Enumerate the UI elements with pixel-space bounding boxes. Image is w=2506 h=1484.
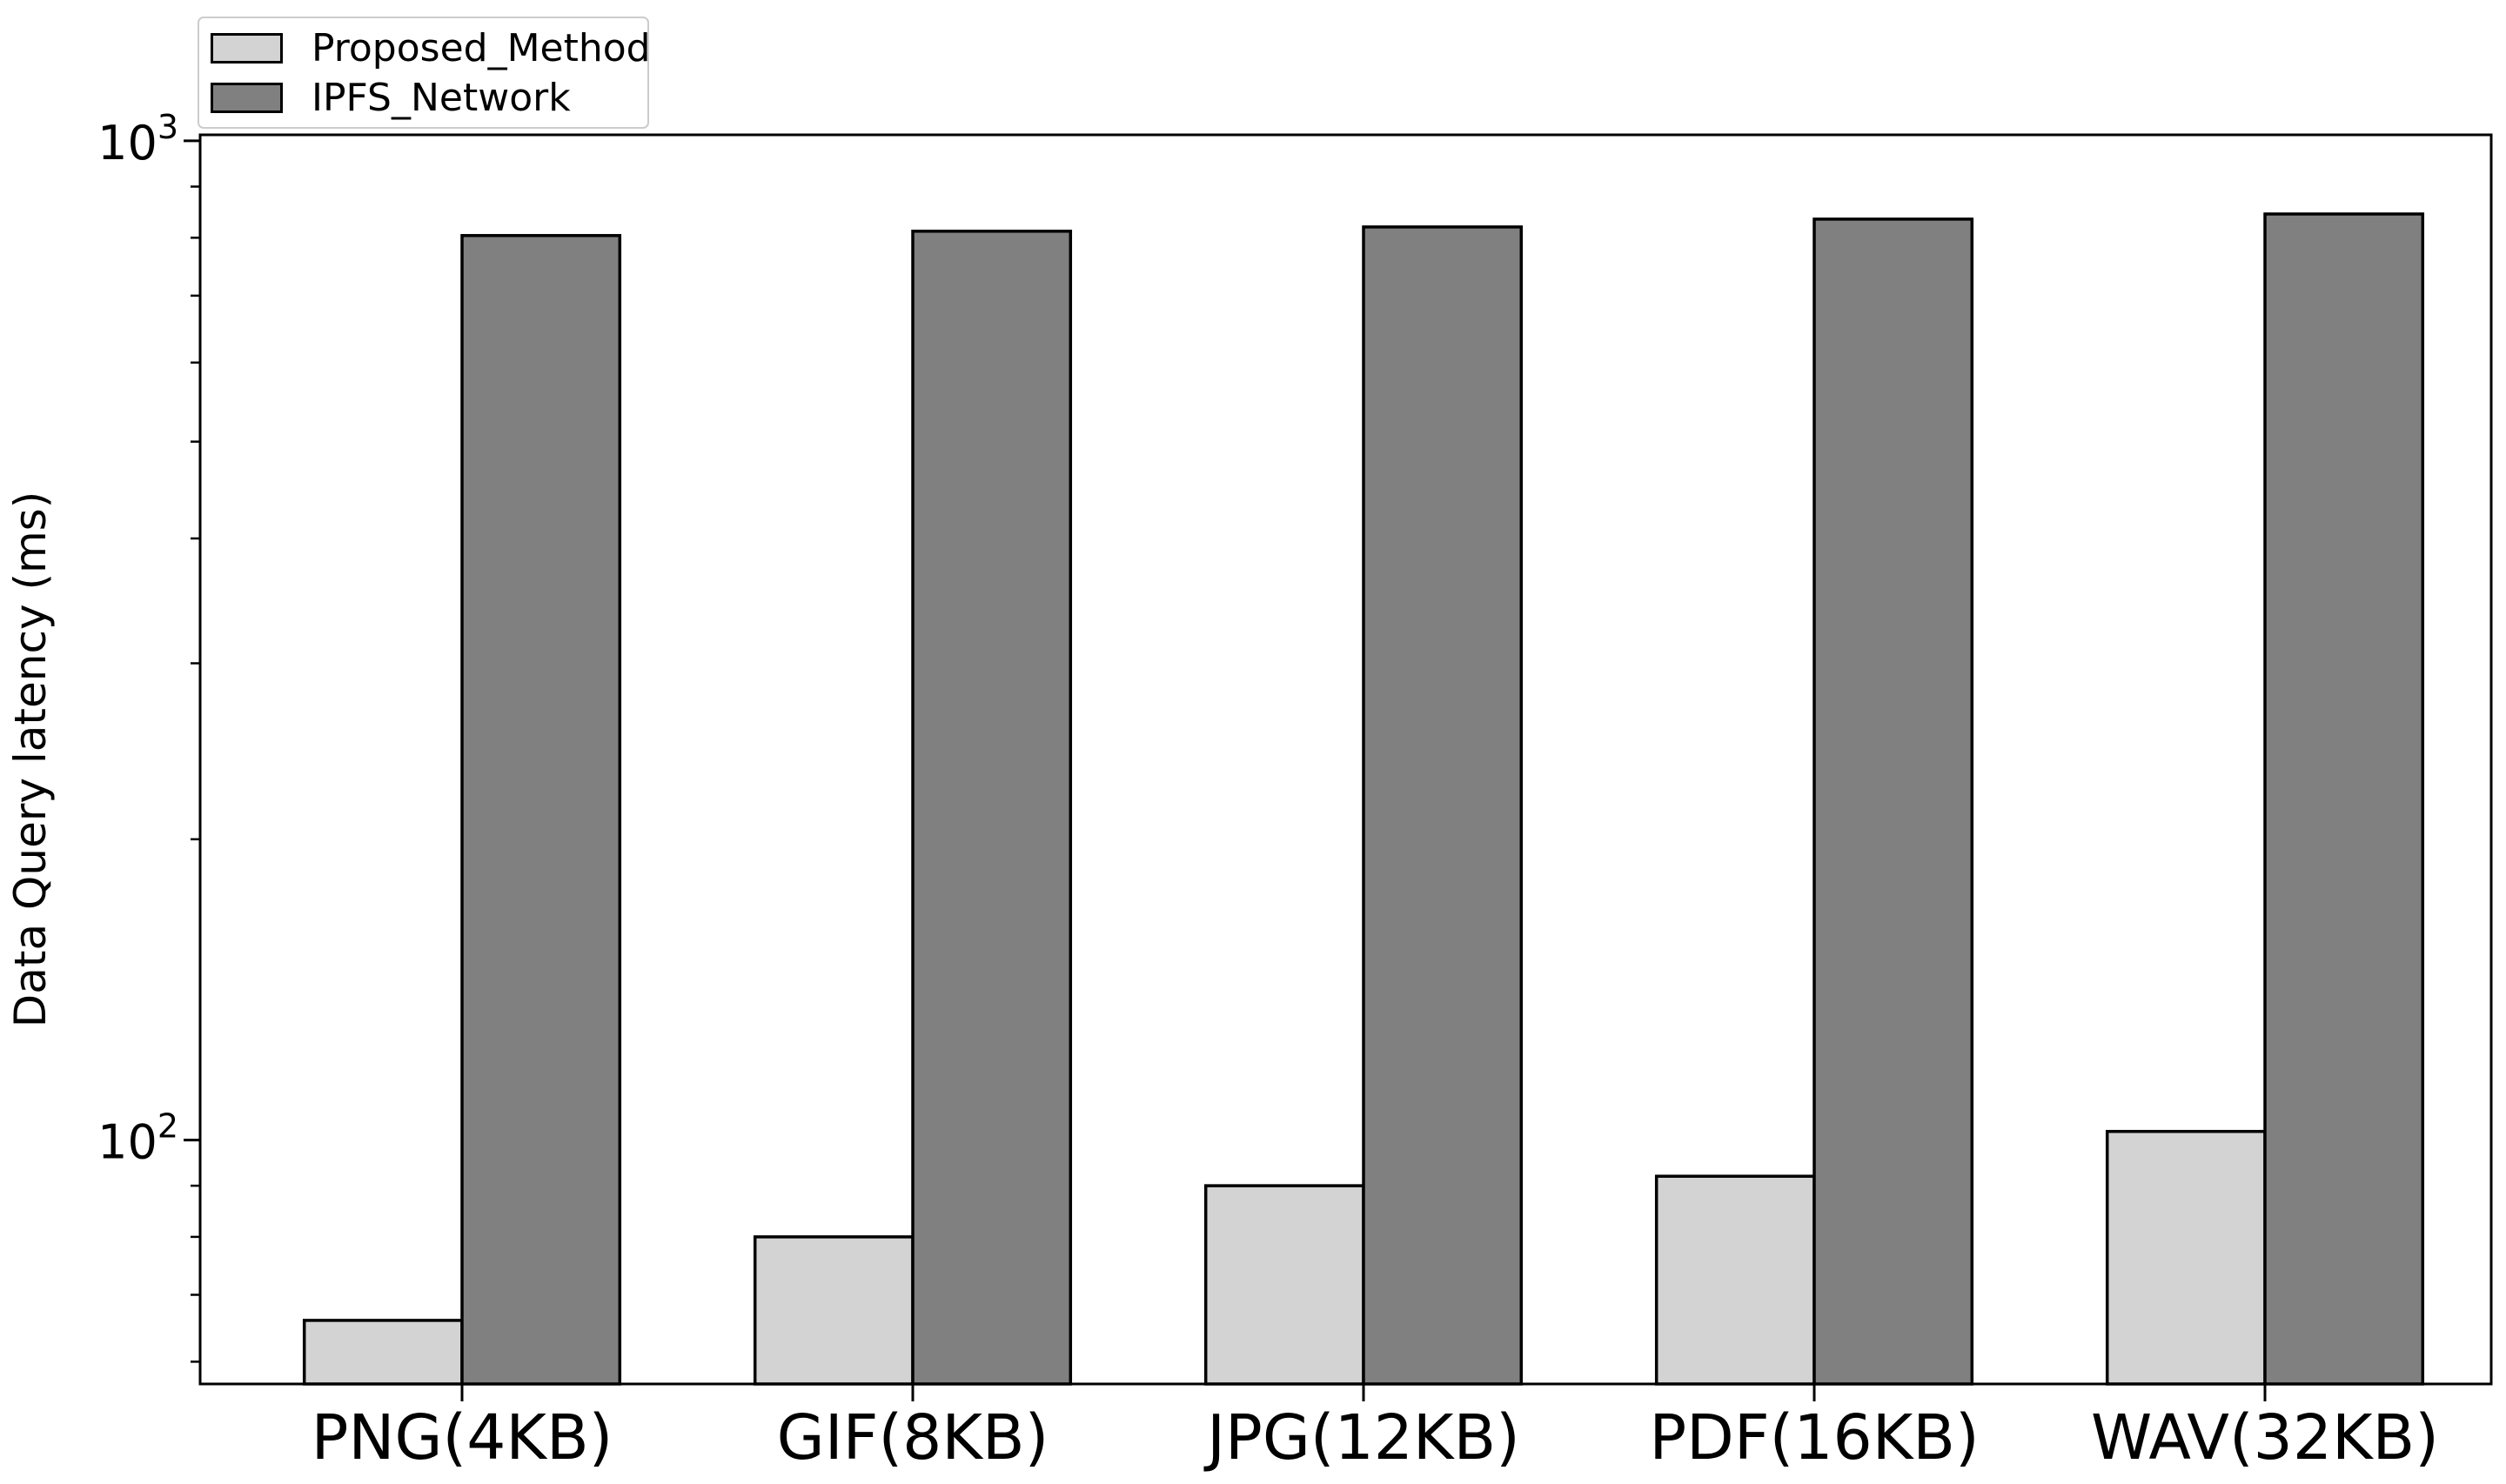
bar-proposed-method-pdf-16kb [1654,1174,1816,1386]
bar-proposed-method-png-4kb [302,1319,464,1386]
x-tick-label-png-4kb: PNG(4KB) [312,1401,613,1474]
y-axis-label: Data Query latency (ms) [5,491,56,1027]
bar-proposed-method-gif-8kb [753,1235,915,1386]
legend-label-proposed-method: Proposed_Method [312,25,651,70]
axes-group [184,133,2493,1401]
bar-ipfs-network-wav-32kb [2263,212,2425,1386]
legend-label-ipfs-network: IPFS_Network [312,75,571,120]
legend: Proposed_Method IPFS_Network [198,17,651,129]
legend-item-proposed-method: Proposed_Method [211,28,651,69]
bar-ipfs-network-png-4kb [460,234,622,1386]
x-tick-label-wav-32kb: WAV(32KB) [2091,1401,2439,1474]
bar-ipfs-network-pdf-16kb [1812,217,1974,1386]
legend-swatch-ipfs-network [211,83,283,113]
plot-spines [198,133,2493,1386]
legend-swatch-proposed-method [211,33,283,64]
x-tick-label-jpg-12kb: JPG(12KB) [1203,1401,1520,1474]
bar-proposed-method-wav-32kb [2105,1129,2267,1386]
y-tick-label-100: 102 [97,1107,178,1170]
bars-group [302,212,2425,1386]
bar-proposed-method-jpg-12kb [1203,1184,1365,1386]
legend-item-ipfs-network: IPFS_Network [211,77,647,118]
bar-ipfs-network-jpg-12kb [1362,225,1524,1386]
bar-ipfs-network-gif-8kb [911,230,1073,1386]
y-tick-label-1000: 103 [97,108,178,170]
tick-labels-group: 102 103 PNG(4KB) GIF(8KB) JPG(12KB) PDF(16KB)… [97,108,2439,1474]
x-tick-label-pdf-16kb: PDF(16KB) [1649,1401,1979,1474]
x-tick-label-gif-8kb: GIF(8KB) [777,1401,1049,1474]
